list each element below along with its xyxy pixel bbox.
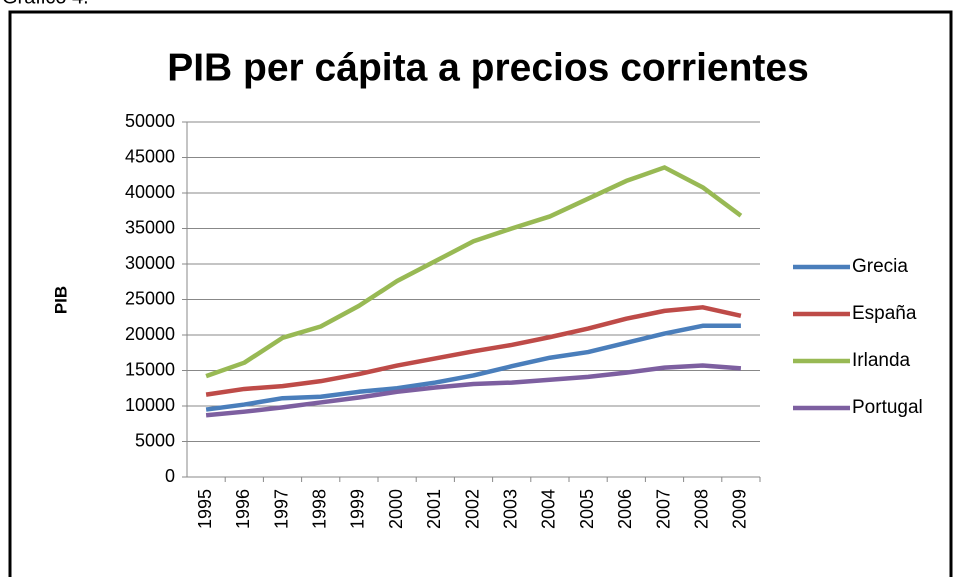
y-tick-label: 35000: [125, 217, 175, 237]
x-tick-label: 2009: [730, 489, 750, 529]
y-tick-label: 20000: [125, 324, 175, 344]
series-line: [205, 363, 742, 418]
series-line: [205, 165, 743, 379]
y-tick-label: 5000: [135, 430, 175, 450]
x-tick-label: 1995: [195, 489, 215, 529]
y-tick-label: 30000: [125, 253, 175, 273]
x-tick-label: 1998: [309, 489, 329, 529]
chart-border: [8, 10, 953, 577]
legend-label: España: [852, 303, 917, 324]
y-tick-label: 45000: [125, 146, 175, 166]
x-tick-label: 2008: [691, 489, 711, 529]
series-line: [205, 323, 741, 412]
x-tick-label: 2004: [539, 489, 559, 529]
y-tick-label: 0: [165, 466, 175, 486]
series-line: [205, 305, 742, 397]
x-tick-label: 1997: [271, 489, 291, 529]
y-tick-label: 15000: [125, 359, 175, 379]
legend-label: Portugal: [852, 397, 923, 418]
legend-label: Irlanda: [852, 350, 911, 371]
y-tick-label: 50000: [125, 111, 175, 131]
x-tick-label: 2005: [577, 489, 597, 529]
x-tick-label: 2001: [424, 489, 444, 529]
legend-label: Grecia: [852, 256, 908, 277]
x-tick-label: 1999: [348, 489, 368, 529]
x-tick-label: 2003: [500, 489, 520, 529]
x-tick-label: 1996: [233, 489, 253, 529]
chart-title: PIB per cápita a precios corrientes: [167, 46, 809, 89]
y-tick-label: 40000: [125, 182, 175, 202]
y-tick-label: 10000: [125, 395, 175, 415]
caption: Gráfico 4.: [2, 0, 89, 8]
x-tick-label: 2006: [615, 489, 635, 529]
y-tick-label: 25000: [125, 288, 175, 308]
x-tick-label: 2002: [462, 489, 482, 529]
y-axis-label: PIB: [51, 286, 70, 314]
x-tick-label: 2000: [386, 489, 406, 529]
x-tick-label: 2007: [653, 489, 673, 529]
